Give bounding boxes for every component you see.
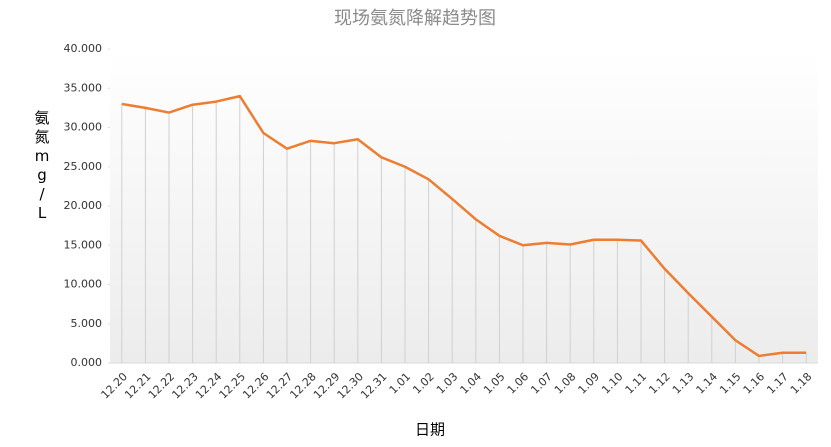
x-tick-label: 1.15 bbox=[717, 370, 744, 397]
y-tick-label: 5.000 bbox=[71, 317, 103, 330]
x-tick-label: 1.03 bbox=[434, 370, 461, 397]
y-tick-label: 10.000 bbox=[64, 278, 103, 291]
y-tick-label: 25.000 bbox=[64, 160, 103, 173]
y-axis-title: 氨氮 m g / L bbox=[34, 109, 49, 222]
x-tick-label: 1.04 bbox=[458, 370, 485, 397]
y-tick-label: 15.000 bbox=[64, 238, 103, 251]
y-tick-label: 35.000 bbox=[64, 81, 103, 94]
y-tick-label: 20.000 bbox=[64, 199, 103, 212]
x-tick-label: 1.06 bbox=[505, 370, 532, 397]
x-tick-label: 1.18 bbox=[788, 370, 815, 397]
chart-title: 现场氨氮降解趋势图 bbox=[334, 8, 496, 29]
x-tick-label: 1.07 bbox=[528, 370, 555, 397]
x-tick-label: 1.08 bbox=[552, 370, 579, 397]
x-tick-label: 1.14 bbox=[694, 370, 721, 397]
x-tick-label: 1.12 bbox=[646, 370, 673, 397]
x-tick-label: 1.01 bbox=[387, 370, 414, 397]
x-tick-label: 1.16 bbox=[741, 370, 768, 397]
x-tick-label: 1.02 bbox=[410, 370, 437, 397]
data-line bbox=[121, 94, 807, 358]
x-tick-label: 1.11 bbox=[623, 370, 650, 397]
x-tick-label: 1.05 bbox=[481, 370, 508, 397]
x-tick-label: 1.13 bbox=[670, 370, 697, 397]
x-tick-label: 1.09 bbox=[576, 370, 603, 397]
x-tick-label: 12.31 bbox=[358, 370, 389, 401]
y-tick-label: 0.000 bbox=[71, 356, 103, 369]
y-tick-label: 30.000 bbox=[64, 121, 103, 134]
plot-area bbox=[110, 49, 818, 363]
x-axis-title: 日期 bbox=[415, 421, 445, 439]
x-tick-label: 1.17 bbox=[764, 370, 791, 397]
y-tick-label: 40.000 bbox=[64, 42, 103, 55]
x-tick-label: 1.10 bbox=[599, 370, 626, 397]
